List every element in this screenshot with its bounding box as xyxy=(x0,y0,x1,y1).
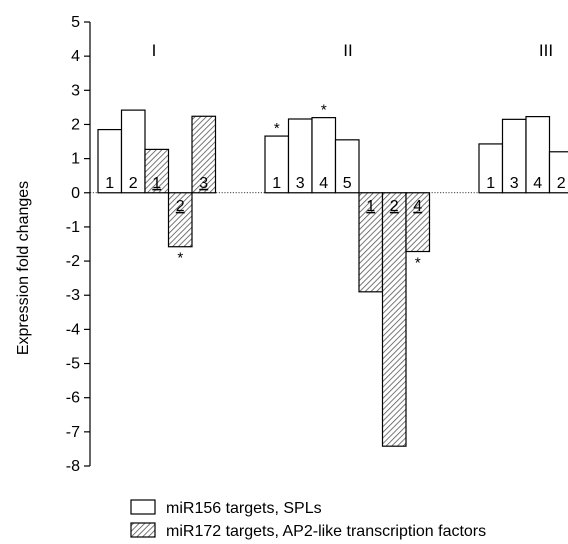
bars: 1 2 12*3 1*3 4*51 2 4*1 3 4 2 xyxy=(97,102,568,447)
y-tick-label: 4 xyxy=(71,48,80,65)
bar-rect xyxy=(167,192,193,248)
bar-rect xyxy=(405,192,431,253)
legend-item-miR172: miR172 targets, AP2-like transcription f… xyxy=(130,522,486,540)
bar-label: 5 xyxy=(343,175,352,192)
bar-III-miR156-3: 3 xyxy=(501,118,527,194)
bar-label: 3 xyxy=(510,175,519,192)
y-tick-label: 3 xyxy=(71,82,80,99)
y-axis: 5 4 3 2 1 0 -1 -2 -3 -4 -5 -6 -7 -8 xyxy=(66,14,91,475)
significance-star: * xyxy=(321,102,327,119)
group-label: III xyxy=(539,41,553,60)
y-tick-label: -8 xyxy=(66,458,80,475)
bar-III-miR156-2: 2 xyxy=(548,151,568,194)
bar-III-miR156-1: 1 xyxy=(478,143,504,194)
legend-label-miR172: miR172 targets, AP2-like transcription f… xyxy=(166,523,486,540)
bar-I-miR172-2: 2* xyxy=(167,192,193,267)
bar-I-miR156-1: 1 xyxy=(97,128,123,194)
significance-star: * xyxy=(415,255,421,272)
bar-III-miR156-4: 4 xyxy=(525,116,551,194)
bar-label: 4 xyxy=(533,175,542,192)
y-tick-label: 0 xyxy=(71,185,80,202)
bar-label: 3 xyxy=(296,175,305,192)
y-tick-label: -5 xyxy=(66,356,80,373)
bar-II-miR172-2: 2 xyxy=(381,192,407,447)
bar-label: 1 xyxy=(152,175,161,192)
bar-rect xyxy=(548,151,568,194)
y-tick-label: -1 xyxy=(66,219,80,236)
bar-label: 4 xyxy=(413,198,422,215)
group-labels: I II III xyxy=(152,41,553,60)
legend-swatch-open xyxy=(130,499,156,515)
bar-label: 1 xyxy=(105,175,114,192)
bar-II-miR156-3: 3 xyxy=(287,118,313,194)
y-tick-label: -2 xyxy=(66,253,80,270)
legend: miR156 targets, SPLs miR172 targets, AP2… xyxy=(130,499,486,540)
legend-swatch-hatched xyxy=(130,522,156,538)
bar-rect xyxy=(334,139,360,194)
bar-rect xyxy=(144,148,170,194)
bar-II-miR156-4: 4* xyxy=(311,102,337,194)
bar-rect xyxy=(381,192,407,447)
y-tick-label: 5 xyxy=(71,14,80,31)
bar-label: 3 xyxy=(199,175,208,192)
bar-II-miR172-4: 4* xyxy=(405,192,431,272)
y-axis-label: Expression fold changes xyxy=(15,181,32,355)
bar-label: 1 xyxy=(366,198,375,215)
bar-II-miR172-1: 1 xyxy=(358,192,384,293)
group-label: II xyxy=(343,41,352,60)
bar-I-miR172-1: 1 xyxy=(144,148,170,194)
bar-II-miR156-5: 5 xyxy=(334,139,360,194)
y-tick-label: -6 xyxy=(66,390,80,407)
bar-rect xyxy=(191,115,217,194)
bar-I-miR156-2: 2 xyxy=(120,109,146,194)
bar-label: 2 xyxy=(557,175,566,192)
y-tick-label: 1 xyxy=(71,151,80,168)
group-label: I xyxy=(152,41,157,60)
bar-label: 4 xyxy=(319,175,328,192)
legend-label-miR156: miR156 targets, SPLs xyxy=(166,500,322,517)
bar-I-miR172-3: 3 xyxy=(191,115,217,194)
bar-II-miR156-1: 1* xyxy=(264,120,290,194)
legend-item-miR156: miR156 targets, SPLs xyxy=(130,499,322,517)
bar-label: 1 xyxy=(272,175,281,192)
bar-label: 2 xyxy=(129,175,138,192)
bar-label: 2 xyxy=(176,198,185,215)
y-tick-label: 2 xyxy=(71,116,80,133)
y-tick-label: -4 xyxy=(66,321,80,338)
significance-star: * xyxy=(274,120,280,137)
y-tick-label: -3 xyxy=(66,287,80,304)
bar-label: 2 xyxy=(390,198,399,215)
bar-label: 1 xyxy=(486,175,495,192)
y-tick-label: -7 xyxy=(66,424,80,441)
significance-star: * xyxy=(177,250,183,267)
